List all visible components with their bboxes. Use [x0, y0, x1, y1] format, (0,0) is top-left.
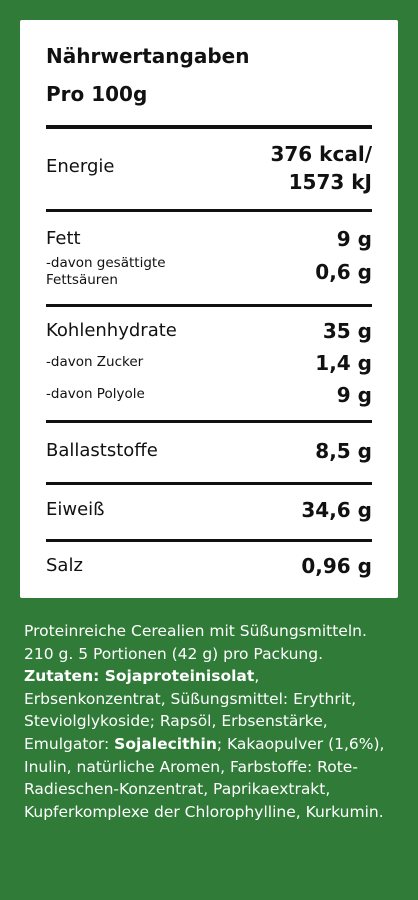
ingredient-text: Sojalecithin: [114, 734, 217, 753]
rule: [46, 209, 372, 212]
row-label: Salz: [46, 555, 83, 576]
row-value: 9 g: [336, 383, 372, 407]
row-label: Energie: [46, 156, 115, 177]
row-label: Eiweiß: [46, 499, 105, 520]
row-value: 0,6 g: [315, 260, 372, 284]
title: Nährwertangaben: [46, 44, 250, 68]
rule: [46, 304, 372, 307]
row-label: -davon gesättigte Fettsäuren: [46, 255, 166, 288]
row-label: -davon Polyole: [46, 386, 145, 402]
ingredients: Zutaten: Sojaproteinisolat, Erbsenkonzen…: [24, 665, 394, 823]
description-block: Proteinreiche Cerealien mit Süßungsmitte…: [24, 620, 394, 823]
row-label: Fett: [46, 228, 81, 249]
rule: [46, 482, 372, 485]
row-value: 9 g: [336, 227, 372, 251]
rule: [46, 125, 372, 129]
row-label: Ballaststoffe: [46, 440, 158, 461]
row-value: 34,6 g: [301, 498, 372, 522]
row-value: 1,4 g: [315, 351, 372, 375]
description: Proteinreiche Cerealien mit Süßungsmitte…: [24, 622, 367, 663]
row-value: 8,5 g: [315, 439, 372, 463]
ingredient-text: Zutaten: Sojaproteinisolat: [24, 667, 255, 686]
row-value: 35 g: [322, 319, 372, 343]
nutrition-card: Nährwertangaben Pro 100g Energie 376 kca…: [20, 20, 398, 598]
row-label: -davon Zucker: [46, 354, 144, 370]
row-value: 376 kcal/: [270, 142, 372, 166]
row-label: Kohlenhydrate: [46, 320, 177, 341]
row-value: 1573 kJ: [288, 170, 372, 194]
subtitle: Pro 100g: [46, 82, 148, 106]
ingredient-text: , Erbsenkonzentrat, Süßungsmittel: Eryth…: [24, 667, 357, 753]
rule: [46, 420, 372, 423]
rule: [46, 539, 372, 542]
row-value: 0,96 g: [301, 554, 372, 578]
ingredient-text: ; Kakaopulver (1,6%), Inulin, natürliche…: [24, 734, 385, 821]
